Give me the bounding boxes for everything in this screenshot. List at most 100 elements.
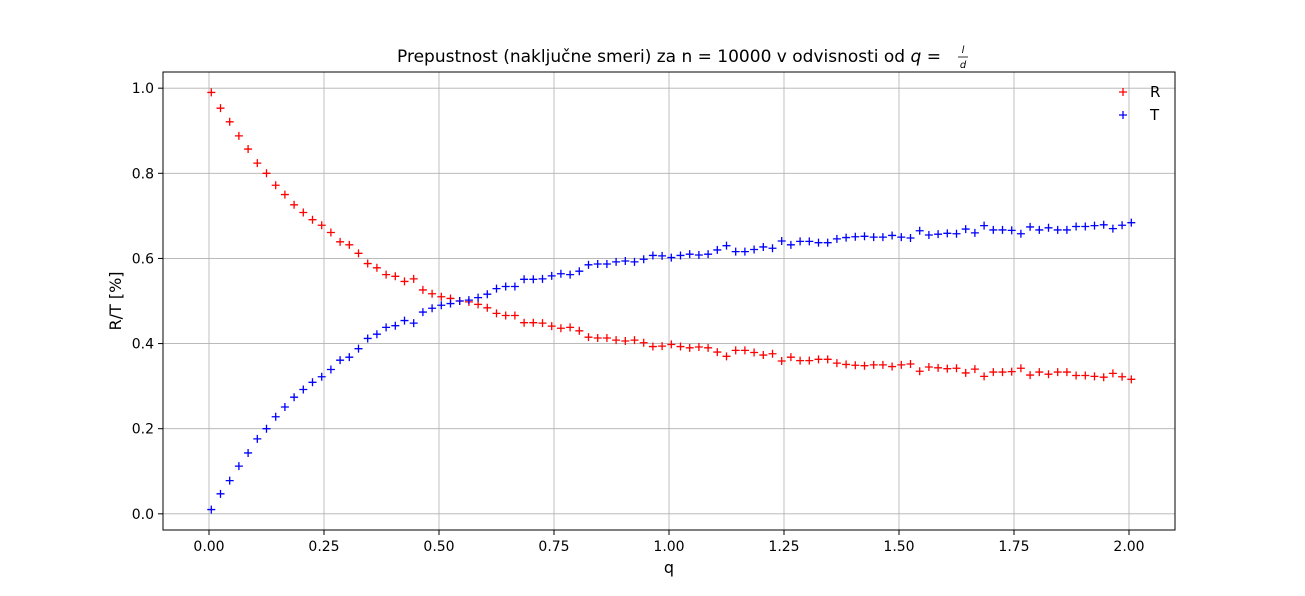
x-tick-label: 0.00 (193, 539, 224, 555)
data-point-r (234, 131, 243, 140)
data-point-t (713, 245, 722, 254)
axis-ticks: 0.00 0.25 0.50 0.75 1.00 1.25 1.50 1.75 2.00 0.0 0… (132, 81, 1145, 555)
data-point-t (621, 256, 630, 265)
data-point-r (290, 200, 299, 209)
data-point-r (722, 352, 731, 361)
data-point-t (262, 424, 271, 433)
y-tick-label: 0.2 (132, 422, 154, 438)
data-point-t (547, 271, 556, 280)
data-point-t (731, 247, 740, 256)
data-point-t (234, 462, 243, 471)
data-point-t (271, 412, 280, 421)
data-point-t (1044, 223, 1053, 232)
data-point-t (860, 232, 869, 241)
x-tick-label: 0.50 (423, 539, 454, 555)
data-point-t (1081, 222, 1090, 231)
data-point-t (998, 225, 1007, 234)
data-point-r (492, 309, 501, 318)
data-point-r (271, 181, 280, 190)
data-point-r (1118, 372, 1127, 381)
data-point-r (391, 272, 400, 281)
data-point-t (483, 290, 492, 299)
data-point-t (299, 385, 308, 394)
data-point-t (934, 230, 943, 239)
data-point-t (768, 244, 777, 253)
data-point-t (501, 282, 510, 291)
data-point-r (658, 342, 667, 351)
title-fraction-numerator: l (962, 45, 965, 56)
data-point-r (556, 324, 565, 333)
data-point-t (667, 253, 676, 262)
data-point-r (924, 362, 933, 371)
x-tick-label: 1.25 (768, 539, 799, 555)
legend-marker-r (1119, 88, 1127, 96)
data-point-r (501, 311, 510, 320)
data-point-t (446, 299, 455, 308)
data-point-r (602, 334, 611, 343)
data-point-r (777, 357, 786, 366)
data-point-r (538, 319, 547, 328)
data-point-r (566, 323, 575, 332)
data-point-r (1099, 373, 1108, 382)
data-point-r (970, 365, 979, 374)
data-point-r (372, 263, 381, 272)
data-point-t (740, 247, 749, 256)
data-point-t (400, 316, 409, 325)
y-axis-label: R/T [%] (106, 271, 125, 330)
y-tick-label: 1.0 (132, 81, 154, 97)
data-point-r (1081, 371, 1090, 380)
x-tick-label: 0.75 (538, 539, 569, 555)
data-point-t (814, 238, 823, 247)
data-point-r (676, 342, 685, 351)
data-point-r (584, 333, 593, 342)
data-point-t (326, 365, 335, 374)
data-point-t (805, 237, 814, 246)
data-point-r (593, 334, 602, 343)
data-point-r (832, 359, 841, 368)
data-point-r (869, 360, 878, 369)
data-point-t (354, 344, 363, 353)
data-point-r (989, 368, 998, 377)
data-point-t (372, 330, 381, 339)
data-point-t (658, 251, 667, 260)
data-point-t (253, 434, 262, 443)
data-point-t (750, 245, 759, 254)
data-point-r (483, 303, 492, 312)
data-point-t (409, 319, 418, 328)
data-point-t (924, 231, 933, 240)
data-point-r (299, 208, 308, 217)
data-point-t (832, 234, 841, 243)
data-point-t (630, 257, 639, 266)
data-point-r (796, 356, 805, 365)
grid (163, 72, 1175, 530)
data-point-t (961, 225, 970, 234)
data-point-r (823, 355, 832, 364)
data-point-r (878, 360, 887, 369)
data-point-t (842, 233, 851, 242)
data-point-t (308, 378, 317, 387)
data-point-r (685, 343, 694, 352)
data-point-t (648, 251, 657, 260)
chart-title: Prepustnost (naključne smeri) za n = 100… (397, 47, 941, 67)
data-point-r (713, 348, 722, 357)
data-point-r (326, 228, 335, 237)
data-point-r (336, 237, 345, 246)
data-point-r (630, 336, 639, 345)
legend-item-t: T (1119, 106, 1160, 124)
data-point-t (1118, 221, 1127, 230)
data-point-r (639, 338, 648, 347)
data-point-r (1108, 369, 1117, 378)
data-point-r (980, 372, 989, 381)
data-point-t (382, 323, 391, 332)
data-point-r (805, 356, 814, 365)
data-point-t (823, 238, 832, 247)
data-point-r (510, 311, 519, 320)
data-point-t (639, 255, 648, 264)
data-point-t (796, 237, 805, 246)
data-point-r (520, 318, 529, 327)
data-point-r (363, 259, 372, 268)
data-point-t (1016, 229, 1025, 238)
x-tick-label: 1.75 (998, 539, 1029, 555)
data-point-r (897, 360, 906, 369)
data-point-t (216, 489, 225, 498)
